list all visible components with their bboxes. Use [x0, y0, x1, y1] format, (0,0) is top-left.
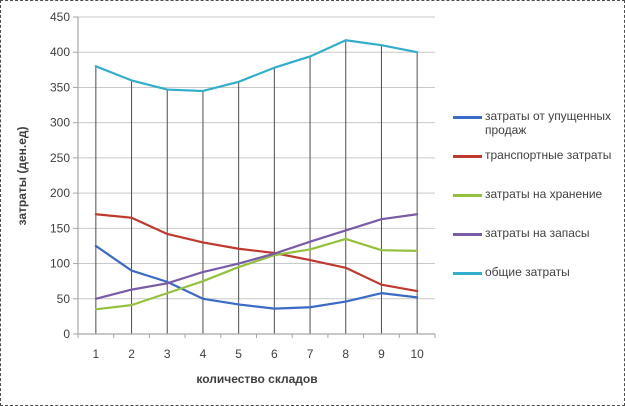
x-tick-label: 10 — [410, 347, 424, 361]
y-tick-label: 450 — [50, 10, 70, 24]
series-line-1 — [94, 213, 419, 293]
x-tick-label: 6 — [271, 347, 278, 361]
x-tick-label: 3 — [164, 347, 171, 361]
legend-label: транспортные затраты — [485, 148, 612, 162]
legend-label: затраты от упущенных продаж — [485, 109, 611, 137]
legend-item: затраты на запасы — [453, 226, 624, 241]
x-tick-label: 9 — [378, 347, 385, 361]
series-line-3 — [94, 213, 419, 300]
y-tick-label: 100 — [50, 257, 70, 271]
x-tick-label: 7 — [307, 347, 314, 361]
legend-label: общие затраты — [485, 265, 570, 279]
x-tick-label: 5 — [235, 347, 242, 361]
x-tick-label: 8 — [342, 347, 349, 361]
y-tick-label: 300 — [50, 116, 70, 130]
legend-line-swatch-icon — [453, 233, 482, 236]
y-axis-title: затраты (ден.ед) — [15, 126, 29, 226]
y-tick-label: 400 — [50, 45, 70, 59]
legend-item: транспортные затраты — [453, 148, 624, 163]
legend-item: затраты на хранение — [453, 187, 624, 202]
y-tick-label: 350 — [50, 80, 70, 94]
y-tick-label: 50 — [57, 292, 71, 306]
series-line-2 — [94, 237, 419, 311]
legend-item: затраты от упущенных продаж — [453, 109, 624, 137]
legend-line-swatch-icon — [453, 116, 482, 119]
y-tick-label: 0 — [63, 327, 70, 341]
series-line-0 — [94, 244, 419, 310]
legend-line-swatch-icon — [453, 272, 482, 275]
x-tick-label: 1 — [93, 347, 100, 361]
x-tick-label: 2 — [128, 347, 135, 361]
y-tick-label: 200 — [50, 186, 70, 200]
legend-line-swatch-icon — [453, 194, 482, 197]
legend-label: затраты на хранение — [485, 187, 603, 201]
y-tick-label: 150 — [50, 221, 70, 235]
legend-item: общие затраты — [453, 265, 624, 280]
y-tick-label: 250 — [50, 151, 70, 165]
series-line-4 — [94, 39, 419, 93]
legend-line-swatch-icon — [453, 155, 482, 158]
legend-label: затраты на запасы — [485, 226, 590, 240]
x-tick-label: 4 — [200, 347, 207, 361]
x-axis-title: количество складов — [196, 372, 318, 386]
